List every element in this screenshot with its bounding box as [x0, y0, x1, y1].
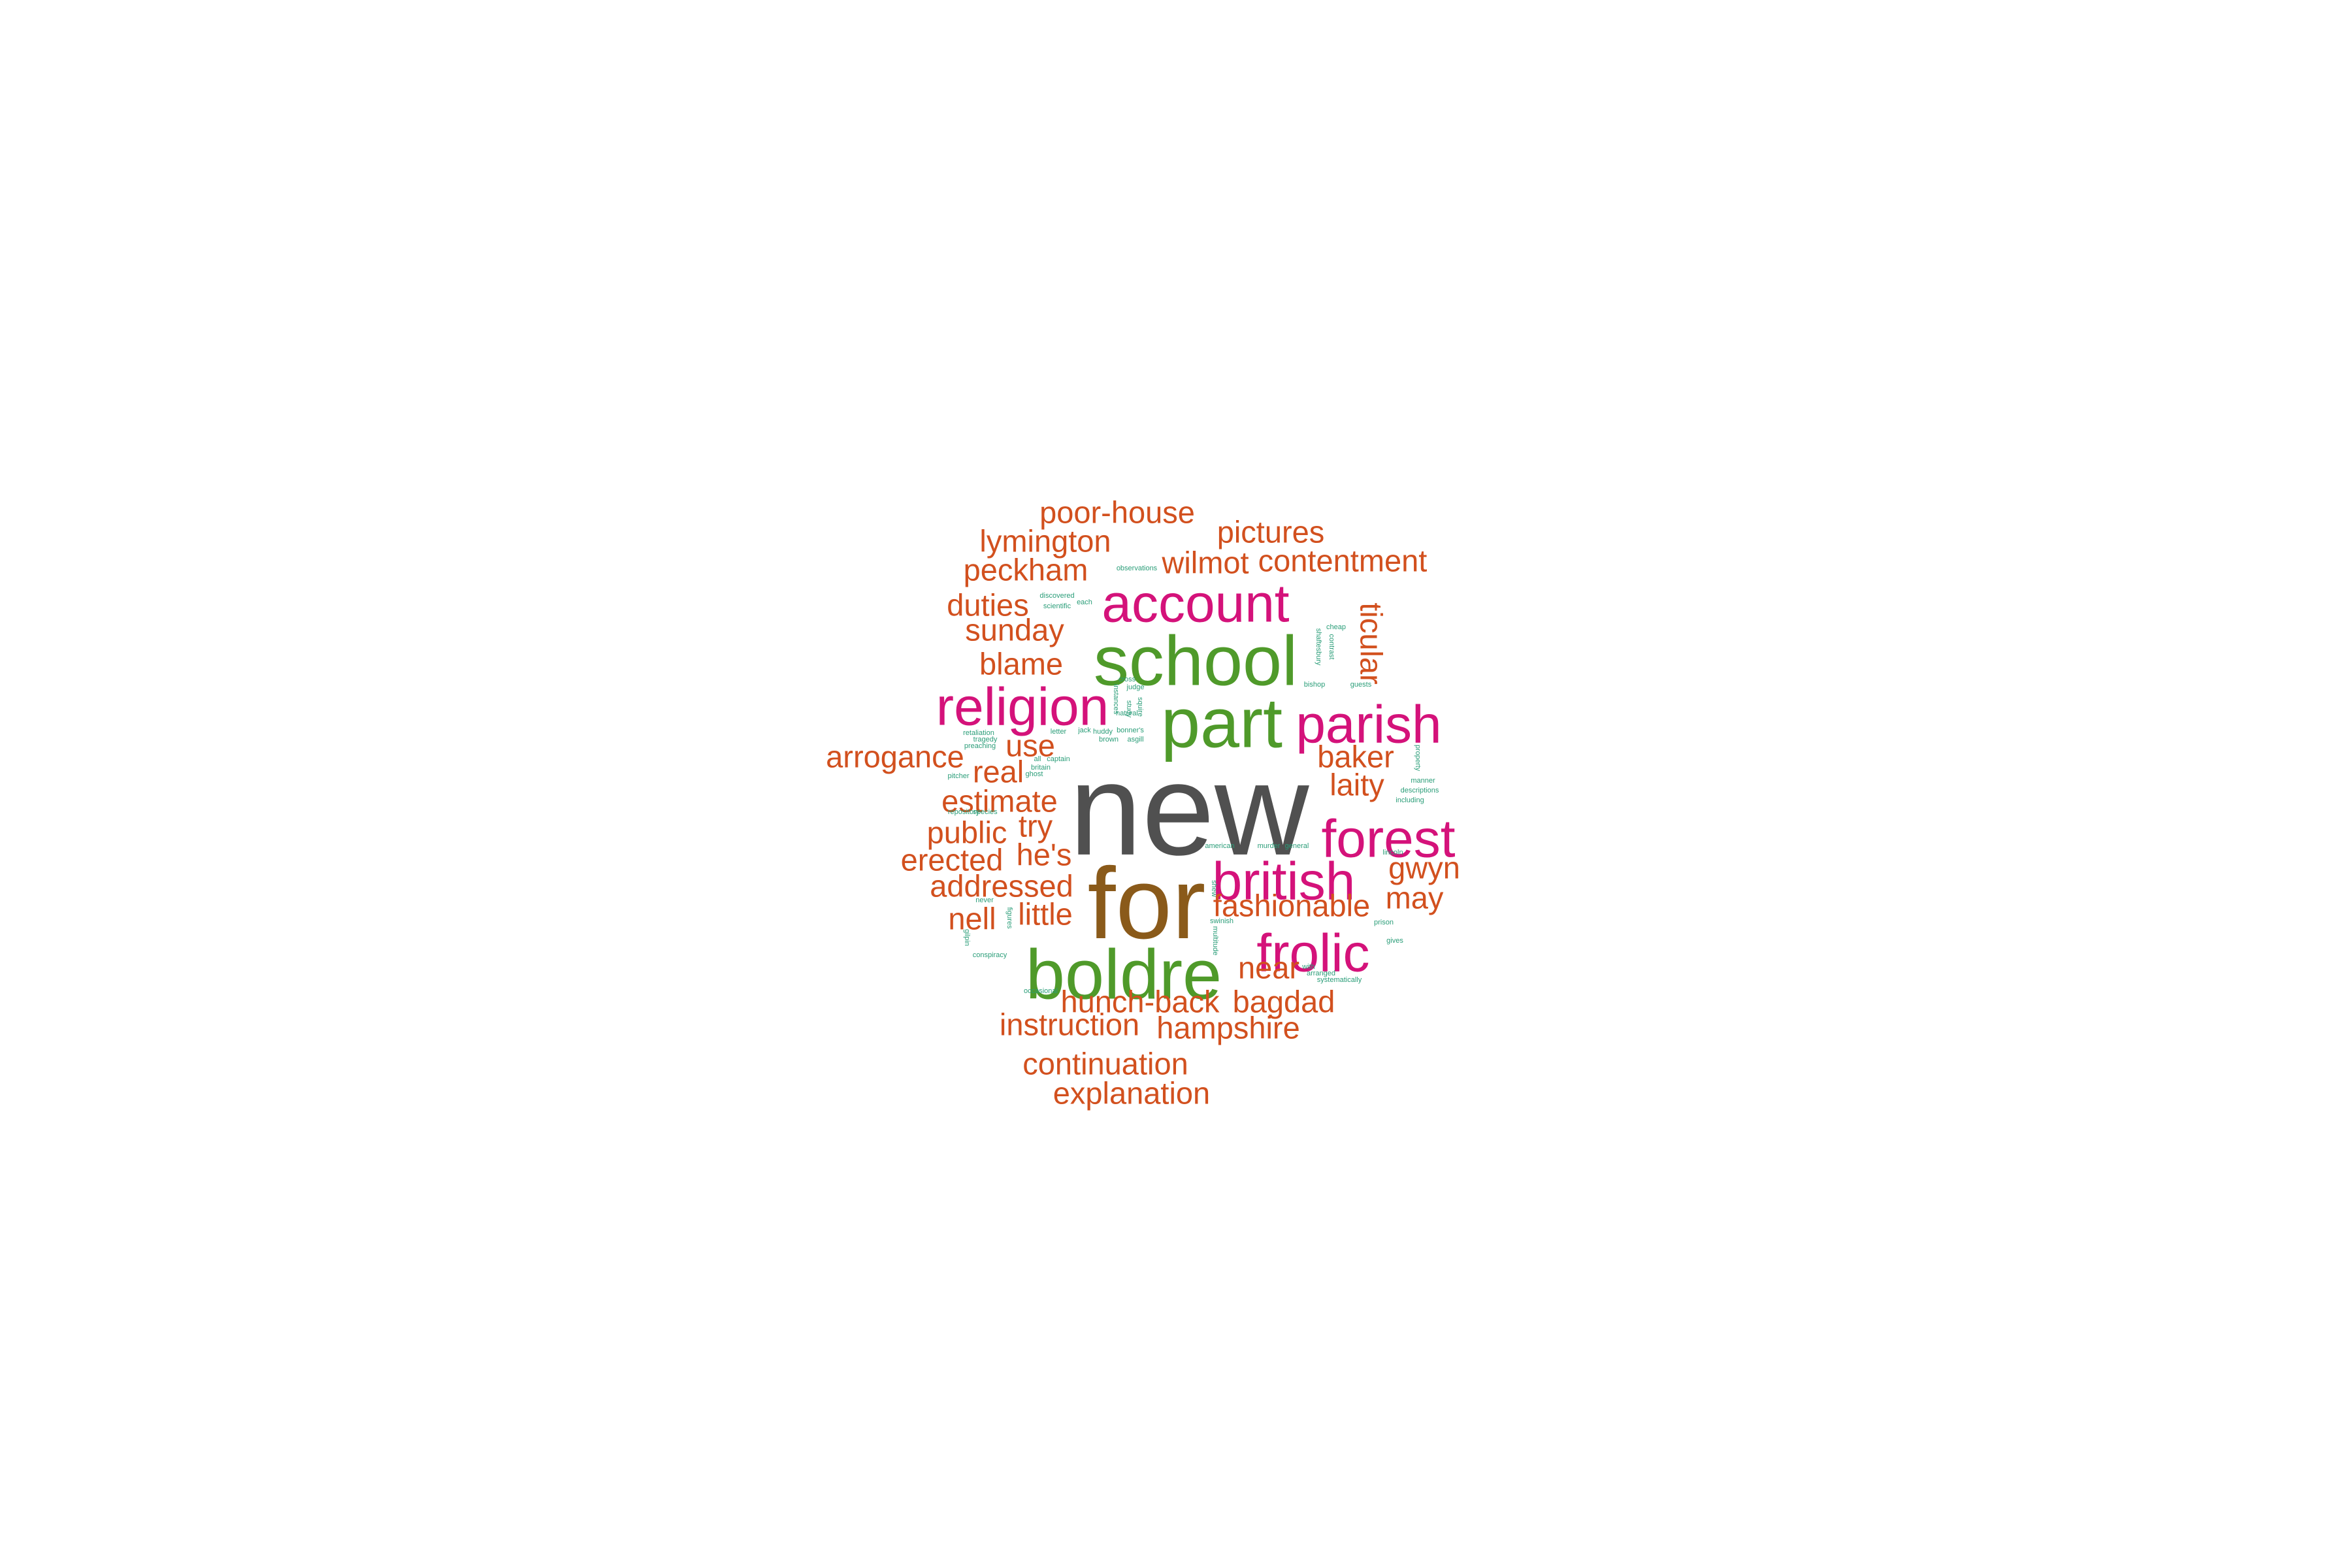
word-he-s: he's [1017, 837, 1072, 872]
word-conspiracy: conspiracy [973, 951, 1007, 959]
word-systematically: systematically [1317, 976, 1362, 984]
word-account: account [1102, 574, 1289, 634]
word-contrast: contrast [1328, 634, 1335, 659]
word-part: part [1161, 683, 1282, 762]
word-instruction: instruction [1000, 1007, 1139, 1041]
word-descriptions: descriptions [1401, 787, 1439, 794]
word-forest: forest [1321, 809, 1455, 869]
word-religion: religion [936, 678, 1109, 737]
word-cheap: cheap [1326, 623, 1346, 631]
word-repository: repository [948, 808, 980, 816]
word-asgill: asgill [1127, 736, 1143, 743]
word-general: general [1285, 842, 1309, 850]
word-bagdad: bagdad [1233, 984, 1335, 1019]
word-occasional: occasional [1024, 987, 1058, 995]
word-blame: blame [979, 646, 1063, 681]
word-estimate: estimate [941, 783, 1058, 818]
word-lymington: lymington [979, 523, 1111, 558]
word-with: with [1301, 963, 1315, 971]
word-frolic: frolic [1256, 924, 1369, 983]
word-pictures: pictures [1217, 514, 1325, 549]
word-britain: britain [1031, 764, 1051, 772]
word-gives: gives [1386, 937, 1403, 945]
word-captain: captain [1047, 755, 1070, 763]
word-gwyn: gwyn [1388, 850, 1460, 885]
word-natural: natural [1116, 710, 1138, 717]
word-near: near [1238, 950, 1299, 985]
word-jack: jack [1077, 727, 1091, 734]
word-addressed: addressed [930, 868, 1073, 903]
word-wilmot: wilmot [1161, 545, 1249, 580]
word-sunday: sunday [965, 612, 1064, 647]
word-british: british [1213, 852, 1356, 911]
word-all: all [1034, 755, 1041, 763]
word-multitude: multitude [1211, 926, 1219, 956]
word-gilpin: gilpin [963, 929, 971, 946]
word-new: new [1070, 737, 1309, 883]
word-ticular: ticular [1354, 602, 1389, 684]
word-species: species [973, 808, 998, 816]
word-poor-house: poor-house [1039, 495, 1195, 529]
word-squire: squire [1136, 697, 1144, 717]
word-judge: judge [1126, 683, 1145, 691]
word-cross: cross [1119, 676, 1136, 683]
word-property: property [1414, 745, 1422, 772]
word-baker: baker [1317, 739, 1394, 774]
word-boldre: boldre [1026, 935, 1222, 1014]
word-for: for [1088, 847, 1206, 960]
word-may: may [1386, 880, 1444, 915]
word-continuation: continuation [1022, 1046, 1188, 1081]
word-try: try [1019, 808, 1053, 843]
word-public: public [927, 815, 1007, 849]
word-ghost: ghost [1026, 770, 1043, 778]
word-shew: shew [1210, 880, 1218, 897]
word-laity: laity [1330, 767, 1384, 802]
word-observations: observations [1117, 564, 1158, 572]
word-bonner-s: bonner's [1117, 727, 1144, 734]
word-arranged: arranged [1307, 970, 1335, 977]
word-study: study [1125, 700, 1133, 718]
word-swinish: swinish [1210, 917, 1233, 925]
word-prison: prison [1374, 919, 1394, 926]
word-pitcher: pitcher [947, 772, 969, 780]
word-letter: letter [1051, 728, 1067, 736]
word-lincoln: lincoln [1382, 849, 1403, 857]
word-preaching: preaching [964, 742, 996, 750]
word-parish: parish [1296, 695, 1441, 755]
word-nell: nell [948, 901, 996, 936]
word-arrogance: arrogance [826, 739, 964, 774]
word-manner: manner [1411, 777, 1435, 785]
word-bishop: bishop [1304, 681, 1325, 689]
word-real: real [973, 754, 1024, 789]
word-use: use [1005, 728, 1055, 762]
word-little: little [1018, 896, 1073, 931]
word-brown: brown [1099, 736, 1119, 743]
word-each: each [1077, 598, 1092, 606]
word-shaftesbury: shaftesbury [1315, 629, 1322, 666]
word-guests: guests [1350, 681, 1372, 689]
word-hampshire: hampshire [1156, 1010, 1299, 1045]
word-never: never [975, 896, 994, 904]
word-hunch-back: hunch-back [1061, 984, 1220, 1019]
word-discovered: discovered [1039, 592, 1074, 600]
word-figures: figures [1005, 907, 1013, 929]
word-including: including [1396, 796, 1424, 804]
word-explanation: explanation [1053, 1075, 1210, 1110]
word-instances: instances [1112, 684, 1120, 715]
word-erected: erected [901, 842, 1004, 877]
word-american: american [1205, 842, 1234, 850]
word-fashionable: fashionable [1213, 888, 1370, 923]
word-peckham: peckham [964, 552, 1088, 587]
word-huddy: huddy [1093, 728, 1113, 736]
word-scientific: scientific [1043, 602, 1071, 610]
word-contentment: contentment [1258, 543, 1428, 578]
word-school: school [1094, 621, 1298, 700]
word-duties: duties [947, 587, 1028, 622]
word-tragedy: tragedy [973, 736, 998, 743]
word-retaliation: retaliation [963, 729, 994, 737]
word-murder: murder [1258, 842, 1281, 850]
